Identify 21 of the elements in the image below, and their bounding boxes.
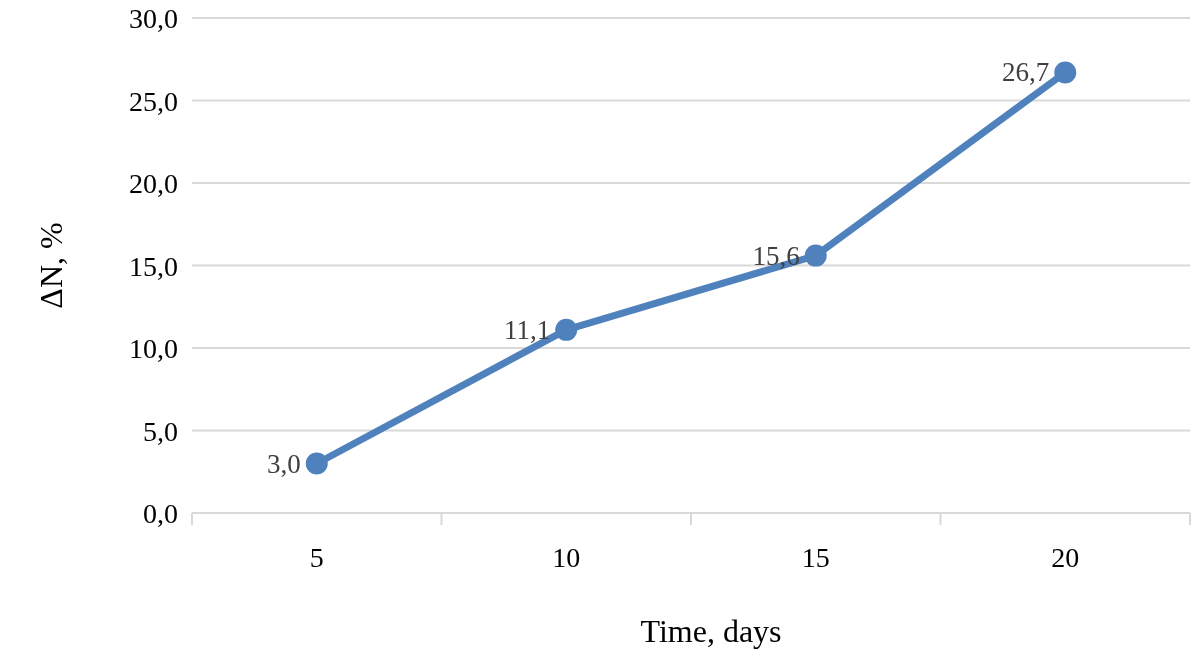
- x-tick-label: 20: [1051, 542, 1080, 573]
- data-label: 3,0: [267, 448, 301, 479]
- y-tick-label: 25,0: [129, 85, 178, 117]
- x-tick-label: 10: [552, 542, 581, 573]
- x-axis-title: Time, days: [640, 613, 782, 649]
- x-tick-label: 5: [309, 542, 324, 573]
- data-label: 11,1: [504, 314, 551, 345]
- y-axis-title: ΔN, %: [33, 222, 69, 309]
- y-tick-label: 20,0: [129, 168, 178, 199]
- x-tick-label: 15: [801, 542, 830, 573]
- point: [555, 318, 578, 341]
- data-label: 15,6: [752, 240, 800, 271]
- y-tick-label: 30,0: [129, 3, 178, 34]
- point: [804, 244, 827, 267]
- point: [1054, 61, 1077, 84]
- point: [305, 452, 328, 475]
- y-tick-label: 0,0: [143, 498, 178, 529]
- y-tick-label: 10,0: [129, 333, 178, 364]
- y-tick-label: 5,0: [143, 415, 178, 447]
- data-label: 26,7: [1002, 57, 1050, 88]
- y-tick-label: 15,0: [129, 250, 178, 282]
